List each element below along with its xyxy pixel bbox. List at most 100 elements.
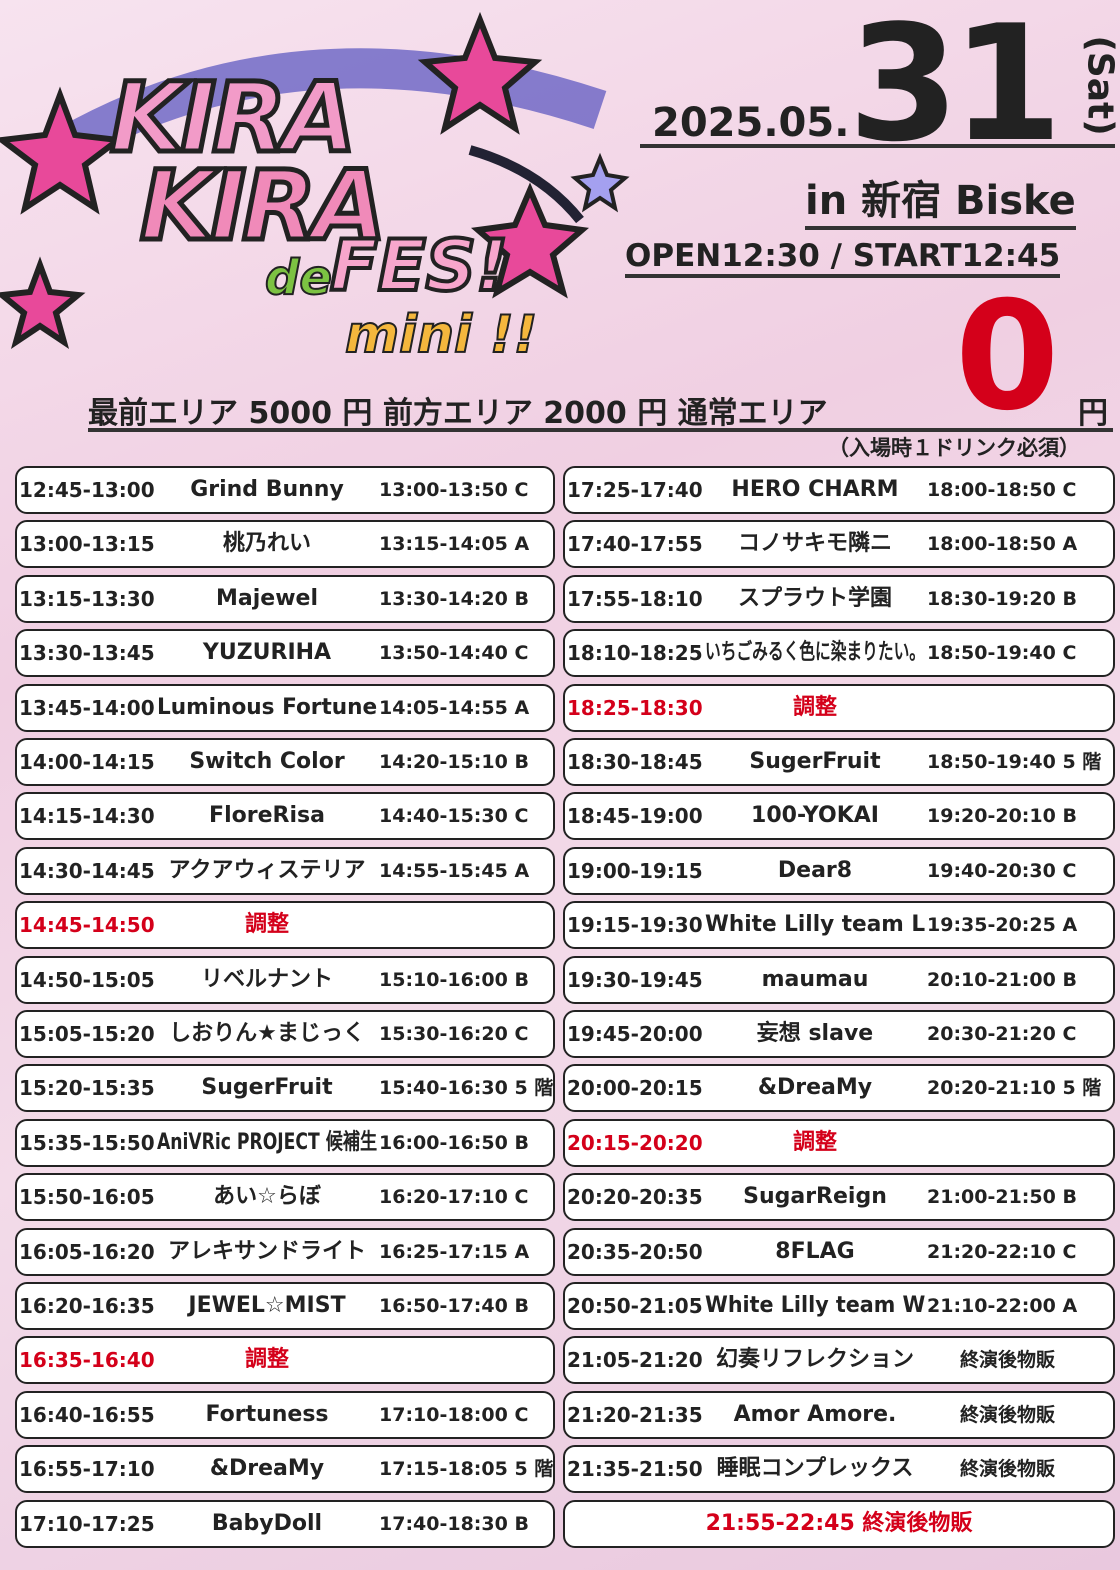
price-zero: 0 — [955, 270, 1060, 444]
benefit: 19:35-20:25 A — [927, 914, 1078, 937]
schedule-row: 14:50-15:05 リベルナント 15:10-16:00 B — [15, 955, 555, 1004]
benefit: 16:20-17:10 C — [379, 1186, 529, 1209]
performer: SugerFruit — [201, 1075, 333, 1101]
time-slot: 14:15-14:30 — [19, 804, 155, 829]
performer: Luminous Fortune — [157, 694, 378, 720]
benefit: 16:25-17:15 A — [379, 1240, 530, 1263]
schedule-row: 20:35-20:50 8FLAG 21:20-22:10 C — [563, 1227, 1115, 1276]
benefit: 14:20-15:10 B — [379, 751, 529, 773]
schedule-row: 18:30-18:45 SugerFruit 18:50-19:40 5 階 — [563, 738, 1115, 786]
benefit: 20:30-21:20 C — [927, 1023, 1077, 1045]
time-slot: 18:30-18:45 — [567, 750, 703, 774]
logo-mini: mini !! — [344, 304, 538, 366]
performer: 調整 — [792, 1129, 837, 1155]
performer: 100-YOKAI — [751, 803, 879, 829]
time-slot: 12:45-13:00 — [19, 478, 155, 502]
time-slot: 20:15-20:20 — [567, 1130, 703, 1155]
schedule-row: 21:20-21:35 Amor Amore. 終演後物販 — [563, 1390, 1115, 1439]
time-slot: 18:45-19:00 — [567, 804, 703, 829]
date-weekday: (Sat) — [1079, 35, 1120, 136]
schedule-row: 20:15-20:20 調整 — [563, 1118, 1115, 1167]
performer: しおりん★まじっく — [169, 1021, 365, 1046]
schedule-row: 19:45-20:00 妄想 slave 20:30-21:20 C — [563, 1010, 1115, 1058]
performer: 桃乃れい — [222, 531, 311, 557]
price: 最前エリア 5000 円 前方エリア 2000 円 通常エリア — [88, 396, 828, 431]
schedule-row: 20:00-20:15 &DreaMy 20:20-21:10 5 階 — [563, 1064, 1115, 1113]
performer: アクアウィステリア — [168, 857, 366, 883]
performer: 8FLAG — [775, 1238, 855, 1264]
performer: FloreRisa — [209, 803, 325, 829]
time-slot: 13:00-13:15 — [19, 532, 155, 557]
performer: コノサキモ隣ニ — [737, 531, 892, 557]
benefit: 終演後物販 — [960, 1349, 1056, 1372]
time-slot: 17:55-18:10 — [567, 586, 703, 611]
benefit: 18:50-19:40 5 階 — [927, 751, 1102, 773]
schedule-row: 16:55-17:10 &DreaMy 17:15-18:05 5 階 — [15, 1445, 555, 1494]
performer: Dear8 — [777, 857, 853, 883]
time-slot: 13:30-13:45 — [19, 641, 155, 666]
performer: 調整 — [244, 1347, 289, 1373]
benefit: 15:40-16:30 5 階 — [379, 1077, 554, 1100]
open-start: OPEN12:30 / START12:45 — [625, 238, 1061, 278]
logo-line: KIRA — [107, 60, 358, 177]
performer: YUZURIHA — [202, 640, 332, 666]
time-slot: 20:20-20:35 — [567, 1185, 703, 1210]
performer: White Lilly team L — [705, 912, 926, 938]
benefit: 15:10-16:00 B — [379, 968, 529, 991]
schedule-row: 15:20-15:35 SugerFruit 15:40-16:30 5 階 — [15, 1064, 555, 1113]
performer: あい☆らぼ — [213, 1184, 321, 1210]
schedule-row: 13:15-13:30 Majewel 13:30-14:20 B — [15, 574, 555, 623]
schedule-row: 18:25-18:30 調整 — [563, 683, 1115, 732]
performer: SugerFruit — [749, 749, 881, 774]
time-slot: 17:25-17:40 — [567, 478, 703, 502]
date-day: 31 — [848, 0, 1063, 177]
performer: SugarReign — [743, 1184, 887, 1210]
schedule-row: 21:35-21:50 睡眠コンプレックス 終演後物販 — [563, 1445, 1115, 1494]
time-slot: 16:55-17:10 — [19, 1457, 155, 1482]
schedule-row: 15:50-16:05 あい☆らぼ 16:20-17:10 C — [15, 1173, 555, 1222]
performer: 調整 — [244, 912, 289, 938]
time-slot: 20:50-21:05 — [567, 1294, 703, 1318]
time-slot: 20:00-20:15 — [567, 1076, 703, 1101]
time-slot: 19:15-19:30 — [567, 913, 703, 938]
benefit: 16:50-17:40 B — [379, 1295, 529, 1317]
time-slot: 21:05-21:20 — [567, 1348, 703, 1373]
benefit: 14:05-14:55 A — [379, 696, 530, 719]
schedule-row: 13:30-13:45 YUZURIHA 13:50-14:40 C — [15, 629, 555, 678]
benefit: 17:40-18:30 B — [379, 1512, 529, 1535]
closing-note: 21:55-22:45 終演後物販 — [705, 1510, 973, 1536]
venue: in 新宿 Biske — [805, 168, 1076, 230]
time-slot: 17:10-17:25 — [19, 1511, 155, 1536]
benefit: 13:00-13:50 C — [379, 479, 529, 501]
performer: Switch Color — [189, 749, 345, 774]
performer: Majewel — [216, 585, 318, 611]
benefit: 20:10-21:00 B — [927, 968, 1077, 991]
benefit: 17:15-18:05 5 階 — [379, 1458, 554, 1481]
performer: 調整 — [792, 694, 837, 720]
schedule-row: 14:15-14:30 FloreRisa 14:40-15:30 C — [15, 792, 555, 841]
performer: Grind Bunny — [190, 477, 344, 502]
logo-de: de — [264, 249, 333, 307]
benefit: 13:50-14:40 C — [379, 642, 529, 665]
time-slot: 14:45-14:50 — [19, 913, 155, 938]
benefit: 13:15-14:05 A — [379, 533, 530, 556]
benefit: 18:00-18:50 C — [927, 479, 1077, 501]
schedule-row: 16:35-16:40 調整 — [15, 1336, 555, 1385]
logo-line: KIRA — [137, 148, 388, 265]
time-slot: 16:20-16:35 — [19, 1294, 155, 1318]
schedule-row: 20:50-21:05 White Lilly team W 21:10-22:00… — [563, 1282, 1115, 1330]
schedule-row: 14:45-14:50 調整 — [15, 901, 555, 950]
performer: 幻奏リフレクション — [715, 1347, 914, 1373]
performer: アレキサンドライト — [167, 1238, 366, 1264]
schedule-row: 20:20-20:35 SugarReign 21:00-21:50 B — [563, 1173, 1115, 1222]
time-slot: 14:00-14:15 — [19, 750, 155, 774]
performer: JEWEL☆MIST — [188, 1293, 346, 1318]
time-slot: 18:10-18:25 — [567, 641, 703, 666]
schedule-row: 17:55-18:10 スプラウト学園 18:30-19:20 B — [563, 574, 1115, 623]
benefit: 17:10-18:00 C — [379, 1403, 529, 1426]
time-slot: 17:40-17:55 — [567, 532, 703, 557]
performer: Fortuness — [205, 1401, 329, 1427]
time-slot: 19:00-19:15 — [567, 858, 703, 883]
schedule-row: 16:05-16:20 アレキサンドライト 16:25-17:15 A — [15, 1227, 555, 1276]
performer: BabyDoll — [211, 1510, 323, 1536]
